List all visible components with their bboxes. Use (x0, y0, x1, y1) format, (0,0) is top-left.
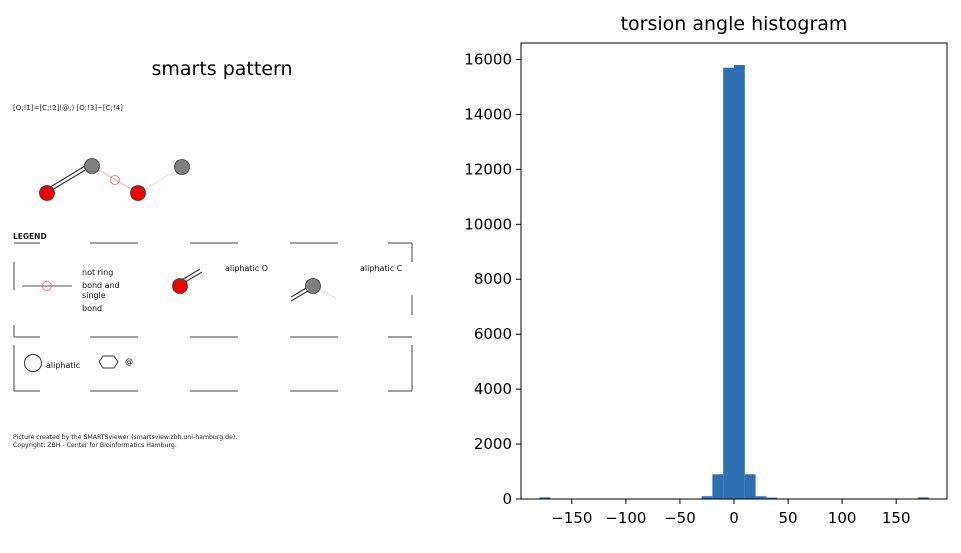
x-tick-label: 0 (729, 509, 739, 527)
y-tick-label: 4000 (474, 380, 512, 398)
histogram-bar (744, 474, 756, 499)
footer-copyright: Copyright: ZBH - Center for Bioinformati… (13, 442, 177, 449)
molecule (39, 158, 190, 201)
chart-title: torsion angle histogram (620, 13, 848, 35)
y-tick-label: 14000 (464, 105, 512, 123)
legend-label: aliphatic C (360, 264, 403, 273)
hexagon-icon (98, 355, 119, 369)
legend-title: LEGEND (13, 232, 47, 241)
y-tick-label: 10000 (464, 215, 512, 233)
ring-marker-icon (42, 281, 52, 291)
smarts-drawing (13, 158, 413, 392)
legend-label: not ring (82, 268, 114, 277)
histogram-bar (917, 497, 929, 499)
smarts-panel: smarts pattern [O;!1]=[C;!2](@;) [O;!3]~… (0, 0, 444, 553)
oxygen-atom-icon (39, 185, 55, 201)
y-tick-label: 6000 (474, 325, 512, 343)
carbon-atom-icon (84, 158, 100, 174)
oxygen-atom-icon (130, 185, 146, 201)
aliphatic-carbon-icon (305, 278, 321, 294)
y-tick-label: 8000 (474, 270, 512, 288)
ring-bond-marker-icon (110, 175, 120, 185)
histogram-bar (723, 67, 734, 499)
histogram-bar (734, 64, 745, 500)
x-tick-label: 100 (828, 509, 857, 527)
y-tick-label: 12000 (464, 160, 512, 178)
legend-label: bond and (82, 281, 120, 290)
x-tick-label: 150 (882, 509, 911, 527)
legend-frame (13, 242, 413, 392)
histogram-bar (766, 497, 778, 499)
legend-label: bond (82, 304, 103, 313)
legend-label: @ (125, 357, 133, 366)
x-tick-label: −150 (551, 509, 592, 527)
x-tick-label: −50 (664, 509, 696, 527)
aliphatic-oxygen-icon (172, 278, 188, 294)
legend-label: aliphatic (46, 361, 81, 370)
carbon-atom-icon (174, 159, 190, 175)
histogram-bar (712, 474, 724, 499)
x-tick-label: −100 (605, 509, 646, 527)
legend-label: single (82, 291, 106, 300)
y-tick-label: 16000 (464, 50, 512, 68)
smarts-pattern-text: [O;!1]=[C;!2](@;) [O;!3]~[C;!4] (13, 104, 123, 112)
histogram-bar (539, 497, 551, 499)
y-tick-label: 0 (502, 490, 512, 508)
x-tick-label: 50 (779, 509, 798, 527)
footer-credit: Picture created by the SMARTSviewer (sma… (13, 434, 238, 441)
legend-label: aliphatic O (225, 264, 268, 273)
histogram-bar (701, 496, 713, 499)
smarts-title: smarts pattern (151, 58, 293, 80)
y-tick-label: 2000 (474, 435, 512, 453)
histogram-bar (755, 496, 767, 499)
aliphatic-circle-icon (24, 354, 42, 372)
